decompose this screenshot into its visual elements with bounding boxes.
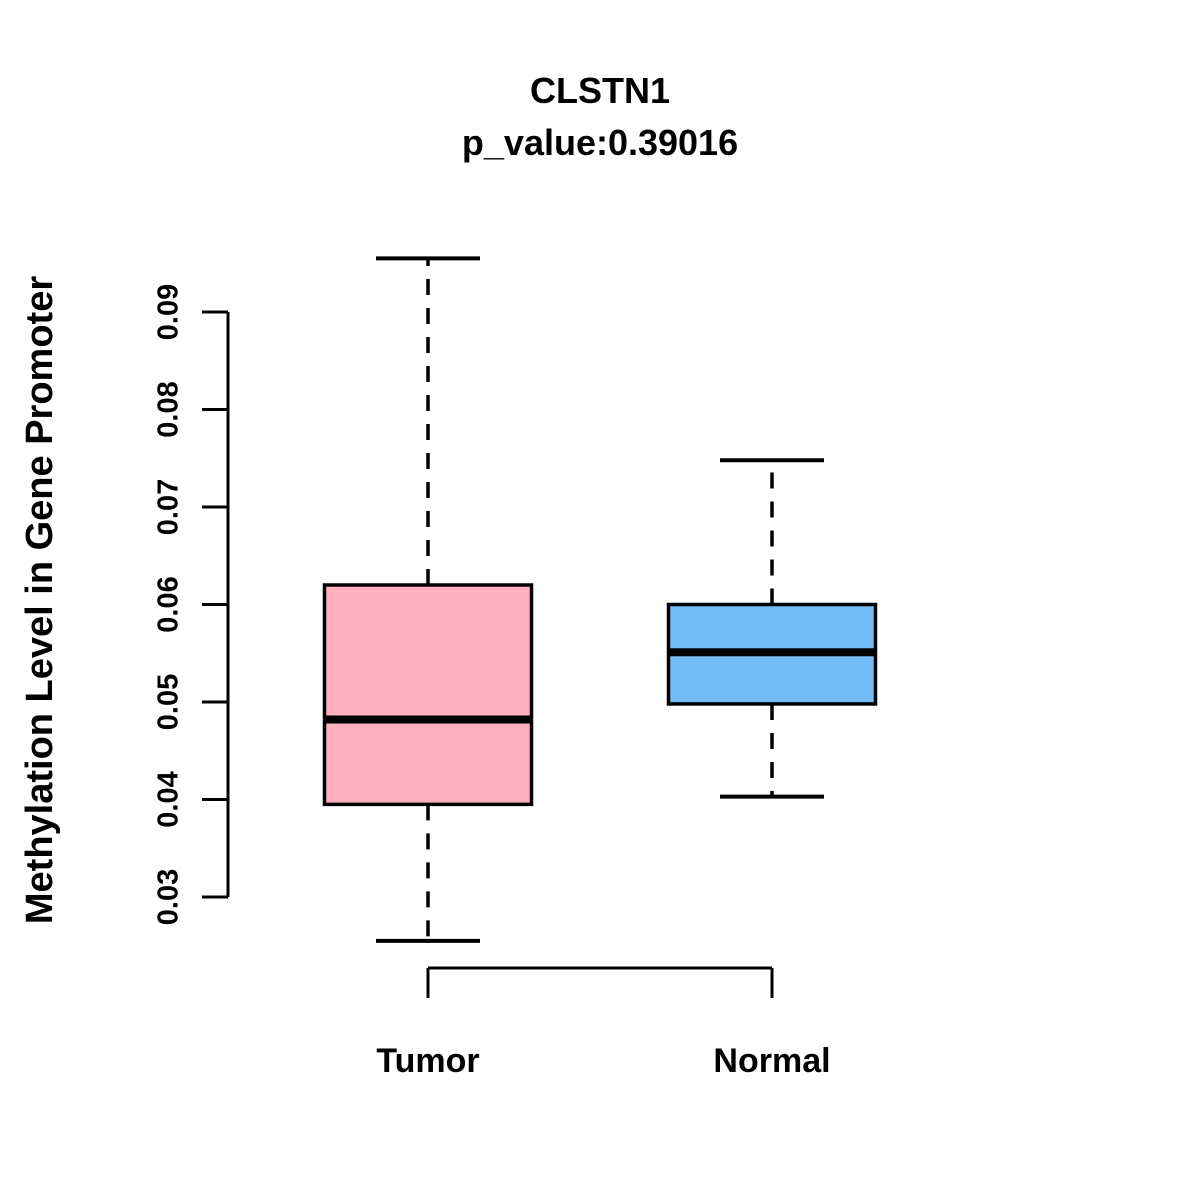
y-tick-label: 0.03 bbox=[153, 869, 185, 925]
box-layer bbox=[322, 256, 878, 943]
y-tick-label: 0.09 bbox=[153, 284, 185, 340]
y-axis: 0.03 0.04 0.05 0.06 0.07 0.08 0.09 bbox=[153, 284, 230, 925]
chart-title: CLSTN1 bbox=[530, 70, 670, 111]
box-normal bbox=[666, 458, 878, 799]
y-tick-label: 0.07 bbox=[153, 479, 185, 535]
box-tumor bbox=[322, 256, 534, 943]
x-axis-labels: Tumor Normal bbox=[376, 1042, 830, 1080]
y-axis-label: Methylation Level in Gene Promoter bbox=[19, 276, 61, 924]
y-tick-label: 0.05 bbox=[153, 674, 185, 730]
chart-subtitle: p_value:0.39016 bbox=[462, 122, 738, 163]
x-category-label-tumor: Tumor bbox=[376, 1042, 479, 1080]
x-axis-bracket bbox=[426, 966, 774, 998]
y-tick-label: 0.06 bbox=[153, 576, 185, 632]
y-tick-label: 0.08 bbox=[153, 381, 185, 437]
x-category-label-normal: Normal bbox=[713, 1042, 830, 1080]
iqr-box bbox=[322, 583, 534, 807]
y-tick-label: 0.04 bbox=[153, 771, 185, 827]
